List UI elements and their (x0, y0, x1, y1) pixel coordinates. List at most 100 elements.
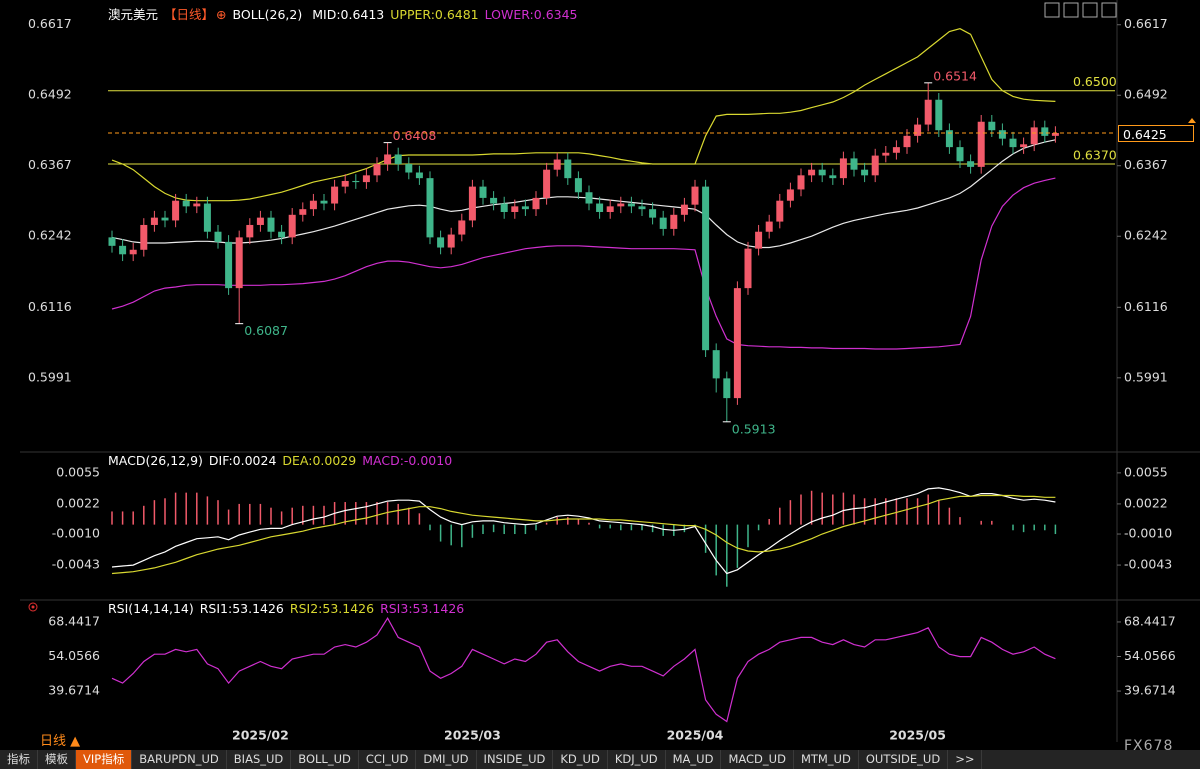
tab[interactable]: KD_UD (553, 750, 608, 769)
candle-body (564, 159, 572, 179)
candle-body (733, 288, 741, 399)
button[interactable] (1063, 2, 1079, 18)
candle-body (182, 200, 190, 207)
candle-body (140, 224, 148, 250)
candle-body (426, 178, 434, 238)
y-tick-label: 39.6714 (48, 683, 100, 698)
candle-body (341, 180, 349, 187)
y-tick-label-right: 0.6492 (1124, 87, 1168, 102)
tab[interactable]: MTM_UD (794, 750, 859, 769)
y-tick-label-right: -0.0010 (1124, 526, 1172, 541)
indicator-value: UPPER:0.6481 (390, 7, 479, 22)
candle-body (490, 197, 498, 204)
candle-body (278, 231, 286, 238)
tab[interactable]: >> (948, 750, 983, 769)
x-tick-label: 2025/03 (444, 728, 501, 743)
candle-body (161, 217, 169, 221)
tab[interactable]: DMI_UD (416, 750, 477, 769)
rsi-icon (28, 602, 38, 612)
button[interactable] (1082, 2, 1098, 18)
candle-body (521, 206, 529, 210)
candle-body (818, 169, 826, 176)
y-tick-label: 0.5991 (28, 369, 72, 384)
candle-body (362, 175, 370, 183)
candle-body (320, 200, 328, 204)
price-level-label: 0.6370 (1073, 148, 1117, 163)
candle-body (129, 249, 137, 255)
candle-body (119, 245, 127, 255)
legend-entry: RSI1:53.1426 (199, 601, 284, 616)
candle-body (606, 206, 614, 212)
tab[interactable]: BOLL_UD (291, 750, 359, 769)
tab[interactable]: 模板 (38, 750, 76, 769)
period-button[interactable]: 日线 ▲ (40, 734, 81, 749)
y-tick-label: 54.0566 (48, 648, 100, 663)
tab[interactable]: MACD_UD (721, 750, 794, 769)
candle-body (235, 237, 243, 289)
y-tick-label-right: 0.6617 (1124, 16, 1168, 31)
last-price-arrow (1188, 118, 1196, 124)
candle-body (871, 155, 879, 176)
period-icon[interactable]: ⊕ (216, 7, 227, 22)
tab[interactable]: INSIDE_UD (477, 750, 554, 769)
main-header: 澳元美元 【日线】 ⊕ BOLL(26,2) MID:0.6413 UPPER:0.64… (108, 4, 584, 23)
extreme-label: 0.6408 (393, 128, 437, 143)
tab[interactable]: 指标 (0, 750, 38, 769)
candle-body (468, 186, 476, 221)
y-tick-label-right: 0.0055 (1124, 464, 1168, 479)
x-tick-label: 2025/05 (889, 728, 946, 743)
candle-body (458, 220, 466, 235)
y-tick-label-right: 0.6116 (1124, 299, 1168, 314)
tab[interactable]: OUTSIDE_UD (859, 750, 949, 769)
candle-body (755, 231, 763, 249)
candle-body (394, 154, 402, 165)
candle-body (702, 186, 710, 351)
y-tick-label-right: 0.6242 (1124, 228, 1168, 243)
candle-body (193, 203, 201, 207)
candle-body (331, 186, 339, 204)
candle-body (384, 154, 392, 165)
y-tick-label: 0.0022 (56, 495, 100, 510)
tab[interactable]: VIP指标 (76, 750, 133, 769)
tab[interactable]: CCI_UD (359, 750, 417, 769)
tab[interactable]: KDJ_UD (608, 750, 666, 769)
candle-body (596, 203, 604, 212)
indicator: BOLL(26,2) (232, 7, 303, 22)
price-level-label: 0.6500 (1073, 74, 1117, 89)
candle-body (373, 164, 381, 176)
y-tick-label: 0.6367 (28, 157, 72, 172)
rsi-icon-dot (31, 605, 35, 609)
candle-body (214, 231, 222, 242)
candle-body (288, 214, 296, 238)
period: 【日线】 (164, 7, 215, 22)
y-tick-label-right: 39.6714 (1124, 683, 1176, 698)
candle-body (797, 175, 805, 190)
candle-body (776, 200, 784, 222)
legend-entry: DEA:0.0029 (282, 453, 357, 468)
candle-body (1030, 127, 1038, 145)
indicator-tabs: 指标 模板 VIP指标 BARUPDN_UD BIAS_UD BOLL_UD CCI_UD D… (0, 750, 1200, 769)
chart: 0.6617 0.6617 0.6492 0.6492 0.6367 0.6367 0.62… (20, 0, 1200, 743)
button[interactable] (1101, 2, 1117, 18)
tab[interactable]: MA_UD (666, 750, 722, 769)
candle-body (500, 203, 508, 212)
window-buttons (1044, 2, 1117, 18)
candle-body (659, 217, 667, 229)
button[interactable] (1044, 2, 1060, 18)
macd-header: MACD(26,12,9) DIF:0.0024 DEA:0.0029 MACD:-… (108, 453, 458, 468)
candle-body (914, 124, 922, 136)
candle-body (511, 206, 519, 212)
candle-body (892, 147, 900, 153)
tab[interactable]: BARUPDN_UD (132, 750, 227, 769)
candle-body (1020, 144, 1028, 148)
candle-body (574, 178, 582, 193)
y-tick-label-right: 0.5991 (1124, 369, 1168, 384)
candle-body (935, 99, 943, 131)
candle-body (850, 158, 858, 170)
boll-line (111, 139, 1056, 249)
candle-body (225, 241, 233, 289)
x-tick-label: 2025/02 (232, 728, 289, 743)
candle-body (415, 172, 423, 179)
tab[interactable]: BIAS_UD (227, 750, 292, 769)
candle-body (765, 221, 773, 232)
